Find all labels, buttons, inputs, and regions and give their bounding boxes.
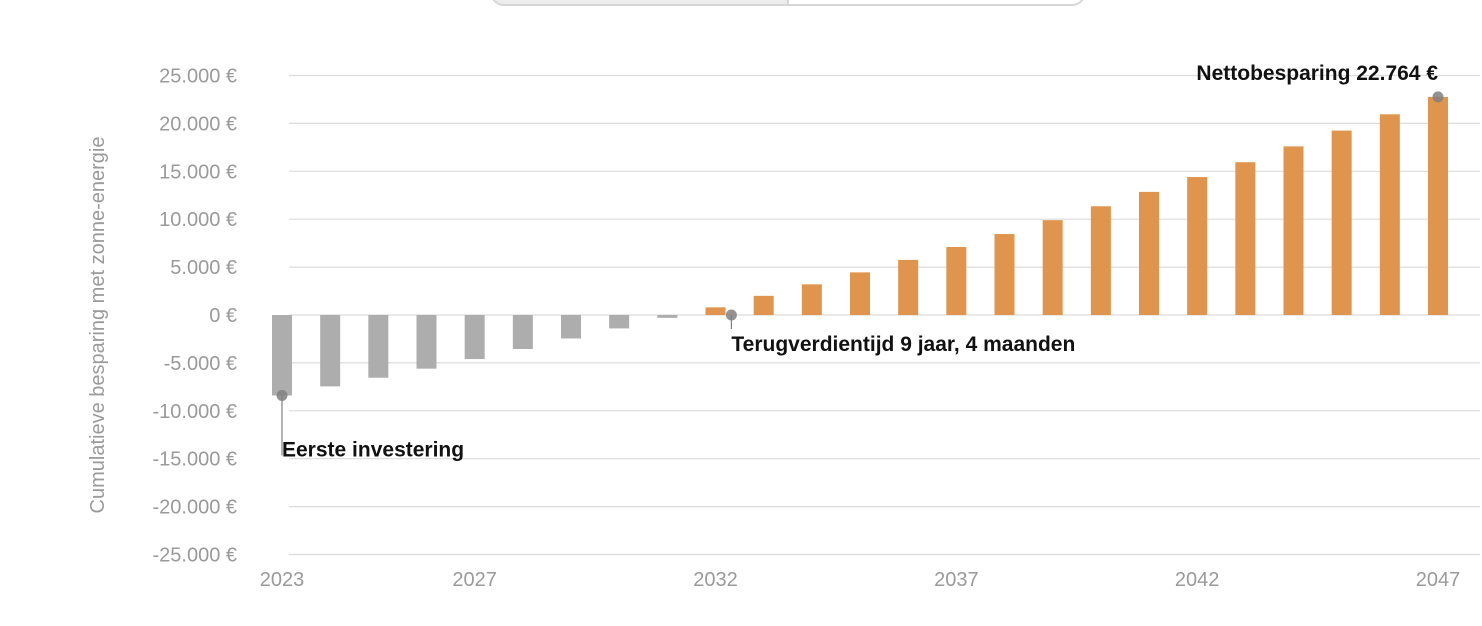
bar-2047: [1428, 96, 1448, 315]
y-tick-label: -10.000 €: [152, 401, 237, 423]
y-tick-label: 15.000 €: [159, 161, 237, 183]
bar-2035: [850, 272, 870, 315]
annotation-label: Nettobesparing 22.764 €: [1196, 62, 1438, 85]
y-tick-label: -15.000 €: [152, 449, 237, 471]
bar-2031: [657, 315, 678, 318]
bar-2023: [272, 315, 292, 396]
y-tick-label: -25.000 €: [152, 545, 237, 567]
x-tick-label: 2042: [1175, 569, 1220, 591]
annotation-marker: [276, 389, 288, 401]
y-tick-label: 25.000 €: [159, 66, 237, 88]
y-tick-label: -20.000 €: [152, 497, 237, 519]
y-tick-label: 0 €: [209, 305, 237, 327]
view-toggle-option-1[interactable]: [492, 0, 789, 4]
grid-lines: [289, 74, 1480, 556]
bar-2037: [946, 246, 967, 315]
x-tick-label: 2027: [452, 569, 497, 591]
annotations: Eerste investering Terugverdientijd 9 jaa…: [276, 62, 1444, 461]
bar-2030: [609, 315, 630, 329]
bar-2032: [705, 307, 726, 315]
x-tick-label: 2047: [1416, 569, 1461, 591]
bar-2043: [1235, 162, 1256, 315]
y-tick-label: -5.000 €: [164, 353, 237, 375]
bar-2034: [801, 284, 822, 315]
annotation-label: Eerste investering: [282, 438, 464, 461]
bar-2024: [320, 315, 341, 387]
bar-2036: [898, 259, 919, 315]
bar-2044: [1283, 146, 1304, 315]
y-tick-label: 20.000 €: [159, 113, 237, 135]
y-axis-title: Cumulatieve besparing met zonne-energie: [87, 137, 109, 514]
bar-2038: [994, 234, 1015, 315]
bar-2026: [416, 315, 437, 369]
y-tick-label: 10.000 €: [159, 209, 237, 231]
bar-2027: [464, 315, 485, 360]
y-tick-label: 5.000 €: [170, 257, 237, 279]
bar-2029: [561, 315, 581, 339]
bar-2033: [753, 295, 774, 315]
annotation-label: Terugverdientijd 9 jaar, 4 maanden: [731, 333, 1075, 356]
annotation-marker: [725, 309, 737, 321]
x-tick-label: 2032: [693, 569, 738, 591]
annotation-marker: [1432, 91, 1444, 103]
bar-2042: [1187, 177, 1208, 315]
bar-2046: [1379, 114, 1400, 315]
y-axis-ticks: 25.000 € 20.000 € 15.000 € 10.000 € 5.000 € 0…: [152, 66, 237, 567]
bar-2039: [1042, 220, 1063, 315]
bar-2025: [368, 315, 389, 378]
bars: [272, 96, 1448, 396]
x-tick-label: 2037: [934, 569, 979, 591]
x-axis-ticks: 2023 2027 2032 2037 2042 2047: [260, 569, 1461, 591]
bar-2041: [1139, 191, 1159, 315]
x-tick-label: 2023: [260, 569, 305, 591]
bar-2028: [512, 315, 533, 350]
bar-2040: [1090, 206, 1111, 315]
bar-2045: [1331, 130, 1352, 315]
